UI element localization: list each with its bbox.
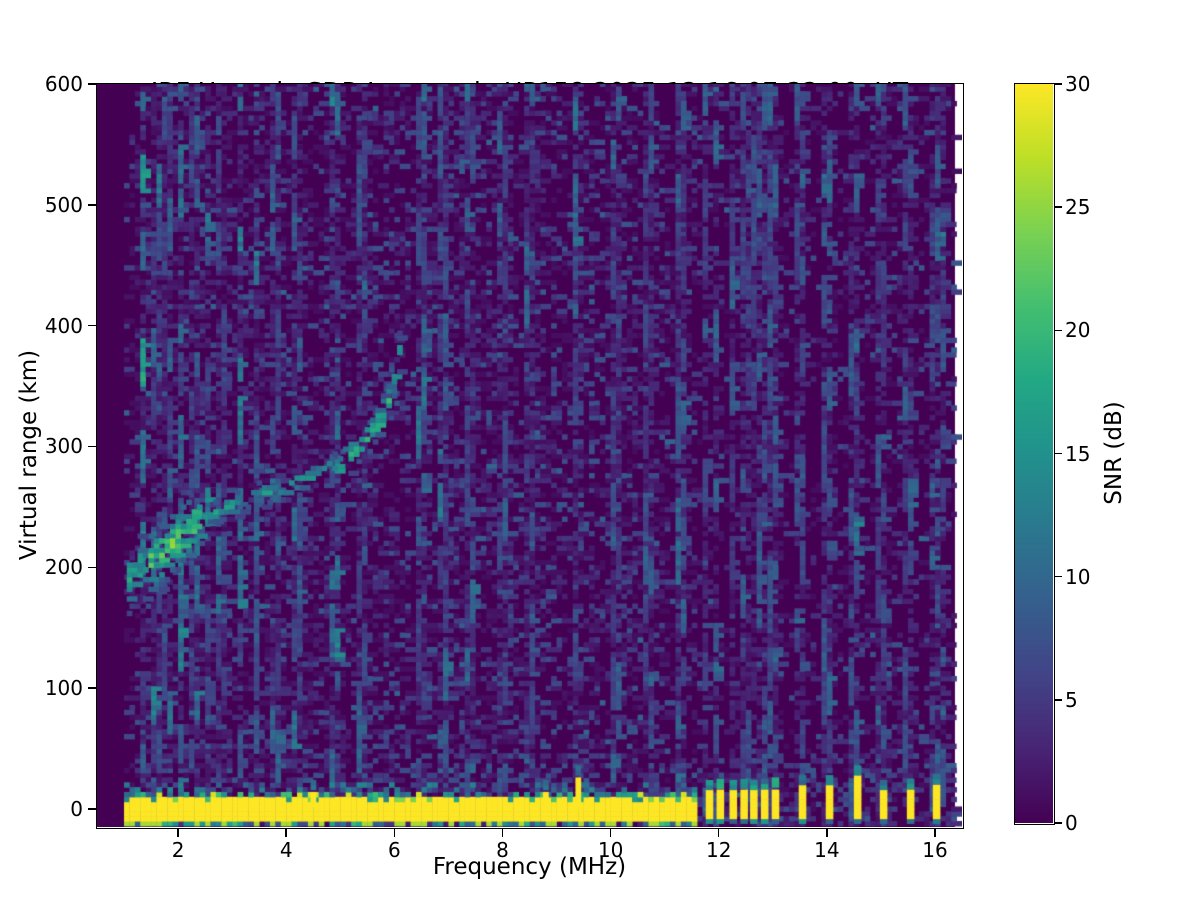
x-tick-label: 14 (814, 838, 840, 862)
colorbar-tick-label: 0 (1065, 811, 1078, 835)
y-tick-mark (87, 566, 96, 568)
ionogram-heatmap (97, 84, 962, 827)
colorbar-tick-mark (1054, 699, 1062, 701)
colorbar-tick-label: 5 (1065, 687, 1078, 712)
y-tick-mark (87, 83, 96, 85)
x-tick-mark (285, 828, 287, 837)
x-tick-label: 12 (705, 838, 732, 862)
colorbar-tick-mark (1054, 575, 1062, 578)
x-tick-label: 2 (171, 838, 185, 862)
x-tick-label: 16 (922, 838, 948, 862)
colorbar-tick-label: 10 (1065, 564, 1091, 589)
x-tick-mark (393, 828, 396, 837)
colorbar-tick-mark (1054, 206, 1062, 208)
x-tick-mark (826, 828, 828, 837)
x-tick-label: 4 (279, 838, 293, 862)
y-tick-label: 500 (44, 192, 83, 217)
colorbar-tick-mark (1054, 452, 1062, 455)
colorbar-tick-label: 30 (1065, 72, 1091, 96)
colorbar-tick-mark (1054, 83, 1062, 85)
x-tick-mark (717, 828, 720, 837)
colorbar-tick-label: 25 (1065, 195, 1091, 220)
x-tick-label: 8 (496, 838, 509, 862)
x-tick-label: 6 (387, 838, 401, 862)
x-tick-mark (177, 828, 179, 837)
y-tick-mark (87, 324, 96, 327)
x-tick-mark (609, 828, 612, 837)
y-tick-label: 400 (44, 313, 83, 338)
y-tick-mark (87, 687, 96, 689)
colorbar-tick-label: 15 (1065, 441, 1091, 466)
colorbar-tick-mark (1054, 822, 1062, 824)
y-tick-mark (87, 445, 96, 448)
y-tick-label: 100 (44, 676, 83, 701)
colorbar (1015, 84, 1053, 823)
y-tick-mark (87, 808, 96, 810)
x-axis-label: Frequency (MHz) (432, 854, 627, 880)
y-tick-label: 0 (70, 796, 83, 821)
x-tick-mark (501, 828, 504, 837)
colorbar-tick-mark (1054, 329, 1062, 332)
colorbar-tick-label: 20 (1065, 318, 1091, 343)
y-tick-label: 300 (44, 434, 83, 459)
y-tick-label: 200 (44, 555, 83, 580)
y-tick-label: 600 (44, 72, 83, 96)
y-tick-mark (87, 204, 96, 206)
x-tick-mark (934, 828, 936, 837)
colorbar-label: SNR (dB) (1101, 401, 1127, 505)
y-axis-label: Virtual range (km) (16, 349, 42, 561)
x-tick-label: 10 (597, 838, 624, 862)
